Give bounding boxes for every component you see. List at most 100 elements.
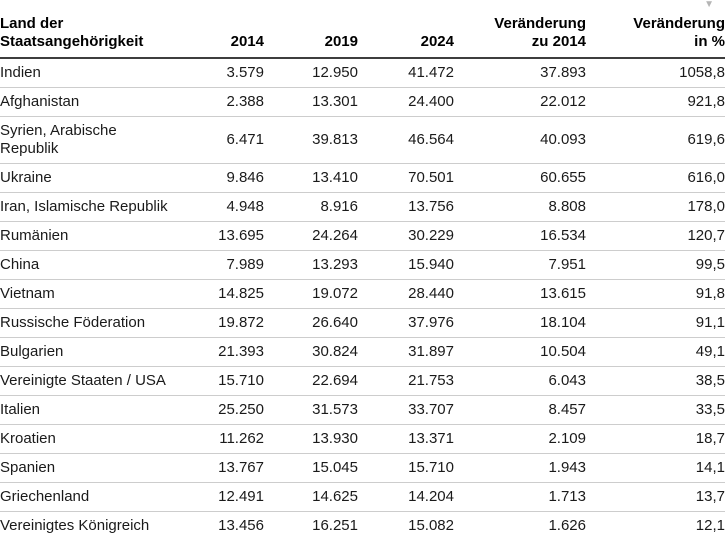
change-percent-cell: 619,6: [586, 116, 725, 164]
value-2024-cell: 37.976: [358, 308, 454, 338]
change-to-2014-cell: 10.504: [454, 337, 586, 367]
value-2014-cell: 11.262: [200, 424, 264, 454]
country-cell: Afghanistan: [0, 87, 200, 117]
value-2024-cell: 30.229: [358, 221, 454, 251]
value-2014-cell: 15.710: [200, 366, 264, 396]
change-percent-cell: 99,5: [586, 250, 725, 280]
change-to-2014-cell: 22.012: [454, 87, 586, 117]
value-2024-cell: 21.753: [358, 366, 454, 396]
change-to-2014-cell: 18.104: [454, 308, 586, 338]
change-percent-cell: 38,5: [586, 366, 725, 396]
value-2024-cell: 33.707: [358, 395, 454, 425]
country-cell: Italien: [0, 395, 200, 425]
country-cell: Vereinigte Staaten / USA: [0, 366, 200, 396]
country-cell: Iran, Islamische Republik: [0, 192, 200, 222]
value-2019-cell: 12.950: [264, 58, 358, 88]
country-cell: China: [0, 250, 200, 280]
value-2024-cell: 70.501: [358, 163, 454, 193]
change-to-2014-cell: 16.534: [454, 221, 586, 251]
value-2014-cell: 3.579: [200, 58, 264, 88]
value-2019-cell: 13.301: [264, 87, 358, 117]
value-2014-cell: 13.767: [200, 453, 264, 483]
value-2024-cell: 28.440: [358, 279, 454, 309]
change-to-2014-cell: 1.943: [454, 453, 586, 483]
table-row: Ukraine 9.846 13.410 70.501 60.655 616,0: [0, 163, 725, 193]
value-2024-cell: 24.400: [358, 87, 454, 117]
value-2019-cell: 24.264: [264, 221, 358, 251]
column-header-2024: 2024: [358, 0, 454, 59]
column-header-2014: 2014: [200, 0, 264, 59]
value-2019-cell: 13.930: [264, 424, 358, 454]
sort-descending-icon[interactable]: ▼: [704, 0, 714, 10]
table-body: Indien 3.579 12.950 41.472 37.893 1058,8…: [0, 58, 725, 537]
change-percent-cell: 14,1: [586, 453, 725, 483]
value-2014-cell: 13.456: [200, 511, 264, 537]
value-2019-cell: 31.573: [264, 395, 358, 425]
table-row: Vereinigtes Königreich 13.456 16.251 15.…: [0, 511, 725, 537]
change-to-2014-cell: 2.109: [454, 424, 586, 454]
change-percent-cell: 33,5: [586, 395, 725, 425]
value-2019-cell: 13.293: [264, 250, 358, 280]
table-row: Kroatien 11.262 13.930 13.371 2.109 18,7: [0, 424, 725, 454]
value-2014-cell: 13.695: [200, 221, 264, 251]
column-header-change-to-2014: Veränderung zu 2014: [454, 0, 586, 59]
value-2019-cell: 22.694: [264, 366, 358, 396]
column-header-country: Land der Staatsangehörigkeit: [0, 0, 200, 59]
change-percent-cell: 91,8: [586, 279, 725, 309]
country-cell: Griechenland: [0, 482, 200, 512]
change-percent-cell: 921,8: [586, 87, 725, 117]
country-cell: Syrien, Arabische Republik: [0, 116, 200, 164]
value-2014-cell: 19.872: [200, 308, 264, 338]
change-percent-cell: 1058,8: [586, 58, 725, 88]
column-header-change-percent[interactable]: Veränderung in %: [586, 0, 725, 59]
change-to-2014-cell: 37.893: [454, 58, 586, 88]
table-row: Italien 25.250 31.573 33.707 8.457 33,5: [0, 395, 725, 425]
table-row: Griechenland 12.491 14.625 14.204 1.713 …: [0, 482, 725, 512]
value-2024-cell: 15.710: [358, 453, 454, 483]
value-2014-cell: 25.250: [200, 395, 264, 425]
value-2024-cell: 13.756: [358, 192, 454, 222]
value-2014-cell: 21.393: [200, 337, 264, 367]
country-cell: Ukraine: [0, 163, 200, 193]
country-cell: Vietnam: [0, 279, 200, 309]
change-percent-cell: 13,7: [586, 482, 725, 512]
change-percent-cell: 12,1: [586, 511, 725, 537]
value-2024-cell: 14.204: [358, 482, 454, 512]
value-2019-cell: 15.045: [264, 453, 358, 483]
country-cell: Vereinigtes Königreich: [0, 511, 200, 537]
change-to-2014-cell: 1.626: [454, 511, 586, 537]
value-2019-cell: 39.813: [264, 116, 358, 164]
value-2024-cell: 15.082: [358, 511, 454, 537]
country-cell: Indien: [0, 58, 200, 88]
value-2019-cell: 19.072: [264, 279, 358, 309]
value-2019-cell: 16.251: [264, 511, 358, 537]
change-percent-cell: 178,0: [586, 192, 725, 222]
change-percent-cell: 49,1: [586, 337, 725, 367]
table-row: Rumänien 13.695 24.264 30.229 16.534 120…: [0, 221, 725, 251]
change-percent-cell: 120,7: [586, 221, 725, 251]
change-to-2014-cell: 6.043: [454, 366, 586, 396]
country-cell: Russische Föderation: [0, 308, 200, 338]
country-cell: Spanien: [0, 453, 200, 483]
value-2024-cell: 13.371: [358, 424, 454, 454]
value-2019-cell: 26.640: [264, 308, 358, 338]
value-2014-cell: 14.825: [200, 279, 264, 309]
table-row: Bulgarien 21.393 30.824 31.897 10.504 49…: [0, 337, 725, 367]
country-cell: Kroatien: [0, 424, 200, 454]
change-percent-cell: 91,1: [586, 308, 725, 338]
table-row: Syrien, Arabische Republik 6.471 39.813 …: [0, 116, 725, 164]
country-cell: Bulgarien: [0, 337, 200, 367]
value-2014-cell: 9.846: [200, 163, 264, 193]
value-2024-cell: 46.564: [358, 116, 454, 164]
value-2019-cell: 13.410: [264, 163, 358, 193]
table-row: China 7.989 13.293 15.940 7.951 99,5: [0, 250, 725, 280]
header-row: Land der Staatsangehörigkeit 2014 2019 2…: [0, 0, 725, 59]
table-row: Afghanistan 2.388 13.301 24.400 22.012 9…: [0, 87, 725, 117]
change-to-2014-cell: 40.093: [454, 116, 586, 164]
table-row: Iran, Islamische Republik 4.948 8.916 13…: [0, 192, 725, 222]
value-2014-cell: 4.948: [200, 192, 264, 222]
change-to-2014-cell: 1.713: [454, 482, 586, 512]
change-to-2014-cell: 8.808: [454, 192, 586, 222]
